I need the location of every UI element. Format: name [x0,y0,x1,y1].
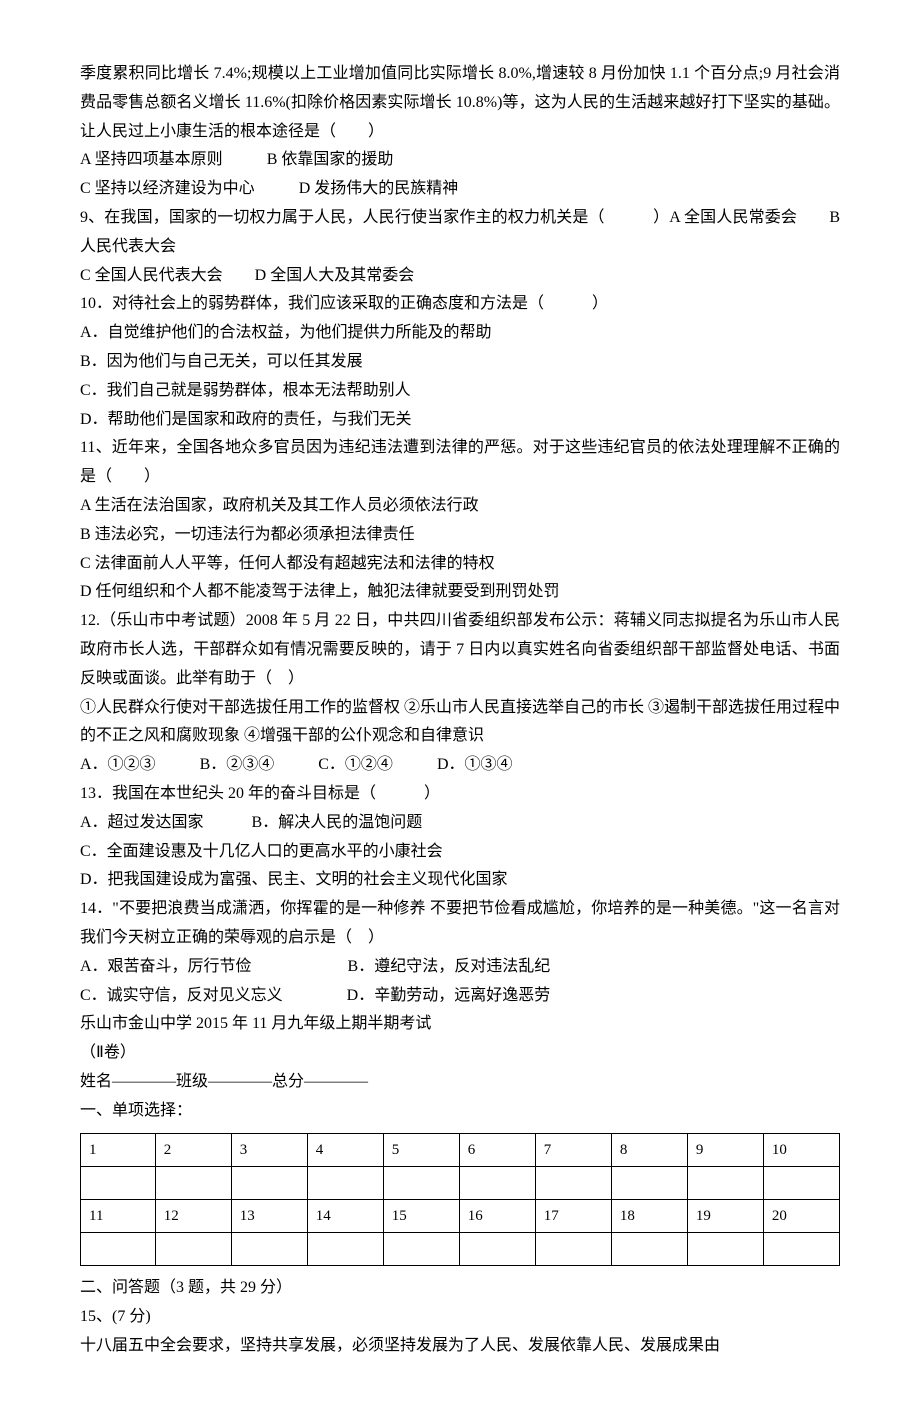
q8-opt-c: C 坚持以经济建设为中心 [80,175,255,204]
q13-opt-ab: A．超过发达国家 B．解决人民的温饱问题 [80,809,840,838]
grid-cell: 5 [383,1134,459,1167]
q14-stem: 14．"不要把浪费当成潇洒，你挥霍的是一种修养 不要把节俭看成尴尬，你培养的是一… [80,895,840,953]
grid-cell-blank[interactable] [383,1167,459,1200]
q8-options-cd: C 坚持以经济建设为中心 D 发扬伟大的民族精神 [80,175,840,204]
q8-continuation: 季度累积同比增长 7.4%;规模以上工业增加值同比实际增长 8.0%,增速较 8… [80,60,840,146]
grid-cell: 8 [611,1134,687,1167]
grid-cell: 12 [155,1200,231,1233]
grid-cell-blank[interactable] [231,1167,307,1200]
q15-label: 15、(7 分) [80,1303,840,1332]
paper2-title: 乐山市金山中学 2015 年 11 月九年级上期半期考试 [80,1010,840,1039]
q11-opt-b: B 违法必究，一切违法行为都必须承担法律责任 [80,521,840,550]
q11-opt-c: C 法律面前人人平等，任何人都没有超越宪法和法律的特权 [80,550,840,579]
q12-options: A．①②③ B．②③④ C．①②④ D．①③④ [80,751,840,780]
paper2-section2: 二、问答题（3 题，共 29 分） [80,1274,840,1303]
q11-opt-a: A 生活在法治国家，政府机关及其工作人员必须依法行政 [80,492,840,521]
q13-opt-d: D．把我国建设成为富强、民主、文明的社会主义现代化国家 [80,866,840,895]
grid-cell: 20 [763,1200,839,1233]
q10-stem: 10．对待社会上的弱势群体，我们应该采取的正确态度和方法是（ ） [80,290,840,319]
q14-opt-ab: A．艰苦奋斗，厉行节俭 B．遵纪守法，反对违法乱纪 [80,953,840,982]
paper2-nameline: 姓名————班级————总分———— [80,1068,840,1097]
q11-stem: 11、近年来，全国各地众多官员因为违纪违法遭到法律的严惩。对于这些违纪官员的依法… [80,434,840,492]
grid-cell: 7 [535,1134,611,1167]
q15-text: 十八届五中全会要求，坚持共享发展，必须坚持发展为了人民、发展依靠人民、发展成果由 [80,1332,840,1361]
grid-cell-blank[interactable] [155,1167,231,1200]
grid-cell-blank[interactable] [535,1233,611,1266]
grid-cell-blank[interactable] [611,1233,687,1266]
grid-cell-blank[interactable] [611,1167,687,1200]
q8-opt-a: A 坚持四项基本原则 [80,146,223,175]
grid-cell: 15 [383,1200,459,1233]
paper2-juan: （Ⅱ卷） [80,1039,840,1068]
answer-grid-header-row-1: 1 2 3 4 5 6 7 8 9 10 [81,1134,840,1167]
grid-cell-blank[interactable] [307,1233,383,1266]
grid-cell-blank[interactable] [763,1233,839,1266]
grid-cell: 9 [687,1134,763,1167]
grid-cell: 11 [81,1200,156,1233]
q11-opt-d: D 任何组织和个人都不能凌驾于法律上，触犯法律就要受到刑罚处罚 [80,578,840,607]
grid-cell-blank[interactable] [81,1167,156,1200]
q8-opt-b: B 依靠国家的援助 [267,146,394,175]
answer-grid-blank-row-2 [81,1233,840,1266]
grid-cell: 10 [763,1134,839,1167]
q12-opt-c: C．①②④ [318,751,393,780]
grid-cell-blank[interactable] [687,1233,763,1266]
q12-opt-d: D．①③④ [437,751,513,780]
q9-stem: 9、在我国，国家的一切权力属于人民，人民行使当家作主的权力机关是（ ）A 全国人… [80,204,840,262]
grid-cell: 2 [155,1134,231,1167]
q10-opt-b: B．因为他们与自己无关，可以任其发展 [80,348,840,377]
q12-opt-b: B．②③④ [200,751,275,780]
q13-opt-c: C．全面建设惠及十几亿人口的更高水平的小康社会 [80,838,840,867]
grid-cell: 3 [231,1134,307,1167]
grid-cell-blank[interactable] [763,1167,839,1200]
grid-cell: 4 [307,1134,383,1167]
answer-grid-blank-row-1 [81,1167,840,1200]
grid-cell-blank[interactable] [687,1167,763,1200]
q12-opt-a: A．①②③ [80,751,156,780]
q10-opt-a: A．自觉维护他们的合法权益，为他们提供力所能及的帮助 [80,319,840,348]
grid-cell: 1 [81,1134,156,1167]
grid-cell: 13 [231,1200,307,1233]
q10-opt-d: D．帮助他们是国家和政府的责任，与我们无关 [80,406,840,435]
q12-stem: 12.（乐山市中考试题）2008 年 5 月 22 日，中共四川省委组织部发布公… [80,607,840,693]
grid-cell-blank[interactable] [81,1233,156,1266]
q10-opt-c: C．我们自己就是弱势群体，根本无法帮助别人 [80,377,840,406]
grid-cell: 16 [459,1200,535,1233]
q13-stem: 13．我国在本世纪头 20 年的奋斗目标是（ ） [80,780,840,809]
grid-cell: 6 [459,1134,535,1167]
grid-cell-blank[interactable] [383,1233,459,1266]
grid-cell: 14 [307,1200,383,1233]
grid-cell: 19 [687,1200,763,1233]
grid-cell-blank[interactable] [307,1167,383,1200]
q8-options-ab: A 坚持四项基本原则 B 依靠国家的援助 [80,146,840,175]
q9-line2: C 全国人民代表大会 D 全国人大及其常委会 [80,262,840,291]
grid-cell-blank[interactable] [459,1233,535,1266]
grid-cell: 18 [611,1200,687,1233]
grid-cell: 17 [535,1200,611,1233]
answer-grid: 1 2 3 4 5 6 7 8 9 10 11 12 13 14 15 16 1… [80,1133,840,1266]
q12-circles: ①人民群众行使对干部选拔任用工作的监督权 ②乐山市人民直接选举自己的市长 ③遏制… [80,694,840,752]
q8-opt-d: D 发扬伟大的民族精神 [299,175,459,204]
paper2-section1: 一、单项选择： [80,1097,840,1126]
grid-cell-blank[interactable] [155,1233,231,1266]
grid-cell-blank[interactable] [535,1167,611,1200]
q14-opt-cd: C．诚实守信，反对见义忘义 D．辛勤劳动，远离好逸恶劳 [80,982,840,1011]
answer-grid-header-row-2: 11 12 13 14 15 16 17 18 19 20 [81,1200,840,1233]
grid-cell-blank[interactable] [459,1167,535,1200]
grid-cell-blank[interactable] [231,1233,307,1266]
